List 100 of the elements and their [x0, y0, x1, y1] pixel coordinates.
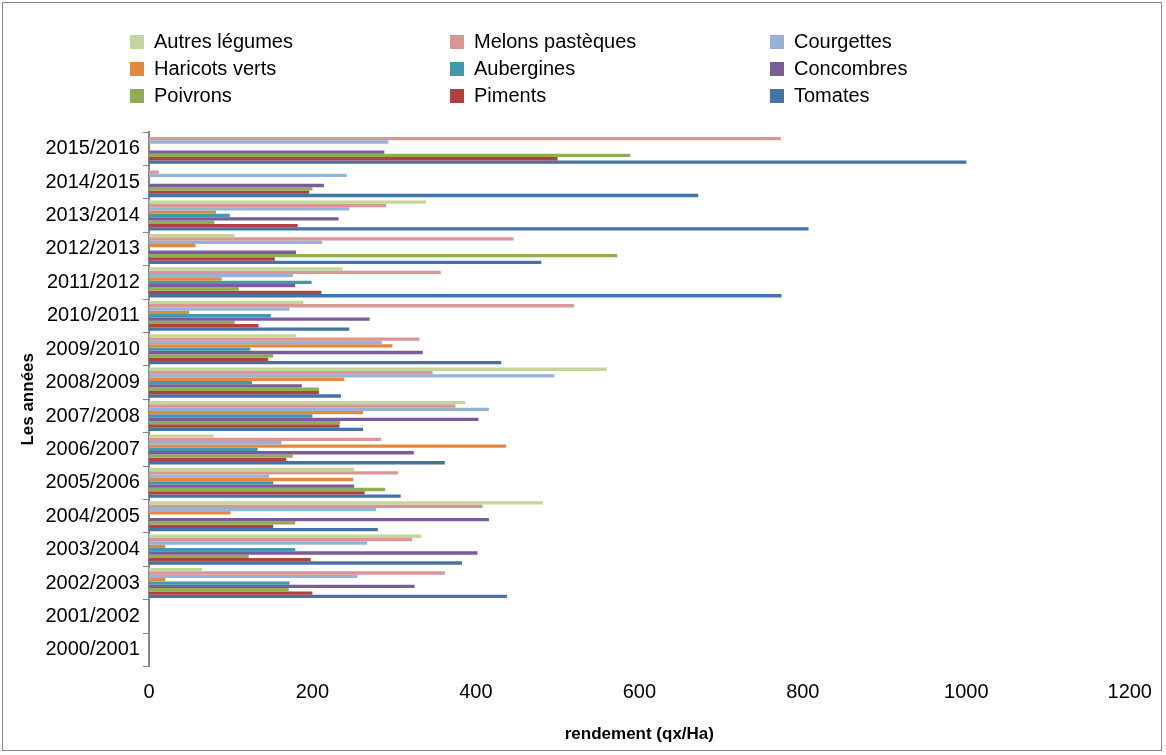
- bar: [148, 344, 393, 348]
- bar: [148, 374, 555, 378]
- bar: [148, 200, 427, 204]
- bar: [148, 354, 274, 358]
- y-tick-label: 2006/2007: [45, 436, 140, 459]
- bar: [148, 447, 258, 452]
- bar: [148, 337, 420, 341]
- bar: [148, 157, 558, 161]
- bar: [148, 558, 311, 562]
- bar: [148, 307, 290, 311]
- bar: [148, 300, 304, 305]
- y-tick-label: 2004/2005: [45, 503, 140, 526]
- bar: [148, 461, 445, 465]
- legend-label: Aubergines: [474, 57, 576, 80]
- legend-label: Melons pastèques: [474, 30, 637, 53]
- bar: [148, 183, 324, 188]
- bar: [148, 394, 342, 398]
- bar: [148, 150, 385, 154]
- bar: [148, 327, 350, 331]
- bar: [148, 511, 231, 515]
- y-tick-label: 2007/2008: [45, 403, 140, 426]
- x-tick-label: 200: [295, 680, 330, 703]
- bar: [148, 370, 433, 375]
- bar: [148, 334, 297, 338]
- y-tick-label: 2001/2002: [45, 604, 140, 626]
- bar: [148, 534, 422, 538]
- bar: [148, 274, 293, 278]
- bar: [148, 584, 415, 589]
- y-tick-label: 2000/2001: [45, 637, 140, 660]
- bar: [148, 137, 781, 141]
- y-tick-label: 2005/2006: [45, 470, 140, 493]
- bar: [148, 170, 159, 174]
- bar: [148, 407, 489, 411]
- bar: [148, 380, 252, 385]
- y-tick-label: 2011/2012: [46, 269, 140, 292]
- bar: [148, 571, 445, 575]
- bar: [148, 487, 386, 492]
- bar: [148, 227, 809, 231]
- bar: [148, 233, 235, 238]
- legend-label: Concombres: [794, 57, 908, 80]
- bar: [148, 551, 478, 555]
- bar: [148, 237, 514, 241]
- y-tick-label: 2003/2004: [45, 537, 140, 560]
- bar: [148, 414, 313, 418]
- bar: [148, 277, 222, 281]
- bar: [148, 427, 364, 432]
- bar: [148, 568, 203, 572]
- bar: [148, 507, 377, 512]
- bar: [148, 467, 355, 472]
- bar: [148, 444, 507, 448]
- bar: [148, 527, 378, 532]
- bar: [148, 290, 322, 295]
- bar: [148, 360, 502, 365]
- bar: [148, 280, 312, 285]
- bar: [148, 260, 542, 264]
- bar: [148, 257, 275, 261]
- bar: [148, 454, 293, 458]
- bar: [148, 437, 382, 442]
- bar: [148, 153, 631, 158]
- bar: [148, 410, 364, 415]
- bar: [148, 484, 355, 488]
- bar: [148, 250, 297, 254]
- bar: [148, 591, 313, 595]
- legend-label: Autres légumes: [154, 30, 293, 53]
- bar: [148, 284, 296, 288]
- bar: [148, 207, 350, 211]
- bar: [148, 457, 287, 462]
- bar: [148, 524, 274, 528]
- bar: [148, 350, 423, 355]
- y-tick-label: 2013/2014: [45, 203, 140, 226]
- bar: [148, 547, 296, 552]
- y-tick-label: 2009/2010: [45, 336, 140, 359]
- bar: [148, 474, 270, 478]
- y-tick-label: 2014/2015: [45, 169, 140, 192]
- bar: [148, 213, 230, 218]
- bar: [148, 471, 399, 475]
- bar: [148, 501, 543, 505]
- bar: [148, 434, 214, 438]
- y-tick-label: 2002/2003: [45, 570, 140, 593]
- bar: [148, 320, 235, 325]
- bar: [148, 140, 389, 144]
- bar: [148, 477, 354, 482]
- bar: [148, 554, 249, 559]
- bar: [148, 404, 456, 408]
- bar: [148, 223, 298, 228]
- x-tick-label: 600: [622, 680, 657, 703]
- bar: [148, 588, 289, 592]
- bar: [148, 210, 216, 214]
- x-tick-label: 0: [143, 680, 155, 703]
- bar: [148, 314, 271, 318]
- y-tick-label: 2012/2013: [45, 236, 140, 259]
- bar: [148, 561, 462, 565]
- legend-label: Courgettes: [794, 30, 892, 53]
- bar: [148, 294, 782, 298]
- bar: [148, 304, 574, 308]
- bar: [148, 390, 319, 395]
- y-tick-label: 2010/2011: [46, 303, 140, 326]
- bar: [148, 387, 319, 391]
- bar: [148, 317, 370, 321]
- bar: [148, 417, 479, 422]
